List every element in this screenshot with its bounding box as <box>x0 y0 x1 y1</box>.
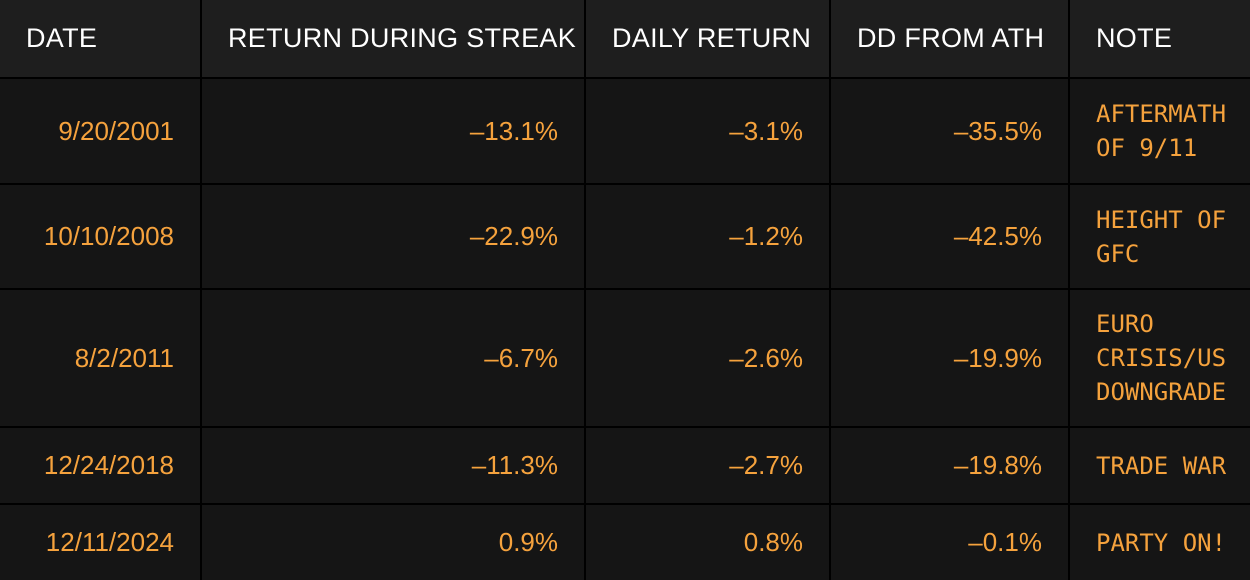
cell-note: TRADE WAR <box>1070 428 1250 503</box>
cell-note: PARTY ON! <box>1070 505 1250 580</box>
cell-daily-return: –1.2% <box>586 185 829 288</box>
cell-return-during-streak: –22.9% <box>202 185 584 288</box>
header-dd-from-ath: DD FROM ATH <box>831 0 1068 77</box>
cell-return-during-streak: –11.3% <box>202 428 584 503</box>
header-daily-return: DAILY RETURN <box>586 0 829 77</box>
header-date: DATE <box>0 0 200 77</box>
cell-return-during-streak: 0.9% <box>202 505 584 580</box>
cell-dd-from-ath: –0.1% <box>831 505 1068 580</box>
cell-date: 9/20/2001 <box>0 79 200 183</box>
cell-return-during-streak: –6.7% <box>202 290 584 426</box>
cell-date: 10/10/2008 <box>0 185 200 288</box>
cell-daily-return: 0.8% <box>586 505 829 580</box>
cell-date: 12/11/2024 <box>0 505 200 580</box>
cell-dd-from-ath: –42.5% <box>831 185 1068 288</box>
cell-note: EURO CRISIS/US DOWNGRADE <box>1070 290 1250 426</box>
cell-date: 12/24/2018 <box>0 428 200 503</box>
cell-dd-from-ath: –19.8% <box>831 428 1068 503</box>
cell-daily-return: –2.6% <box>586 290 829 426</box>
header-return-during-streak: RETURN DURING STREAK <box>202 0 584 77</box>
cell-note: AFTERMATH OF 9/11 <box>1070 79 1250 183</box>
cell-daily-return: –2.7% <box>586 428 829 503</box>
cell-dd-from-ath: –19.9% <box>831 290 1068 426</box>
cell-daily-return: –3.1% <box>586 79 829 183</box>
cell-note: HEIGHT OF GFC <box>1070 185 1250 288</box>
cell-return-during-streak: –13.1% <box>202 79 584 183</box>
header-note: NOTE <box>1070 0 1250 77</box>
cell-date: 8/2/2011 <box>0 290 200 426</box>
cell-dd-from-ath: –35.5% <box>831 79 1068 183</box>
